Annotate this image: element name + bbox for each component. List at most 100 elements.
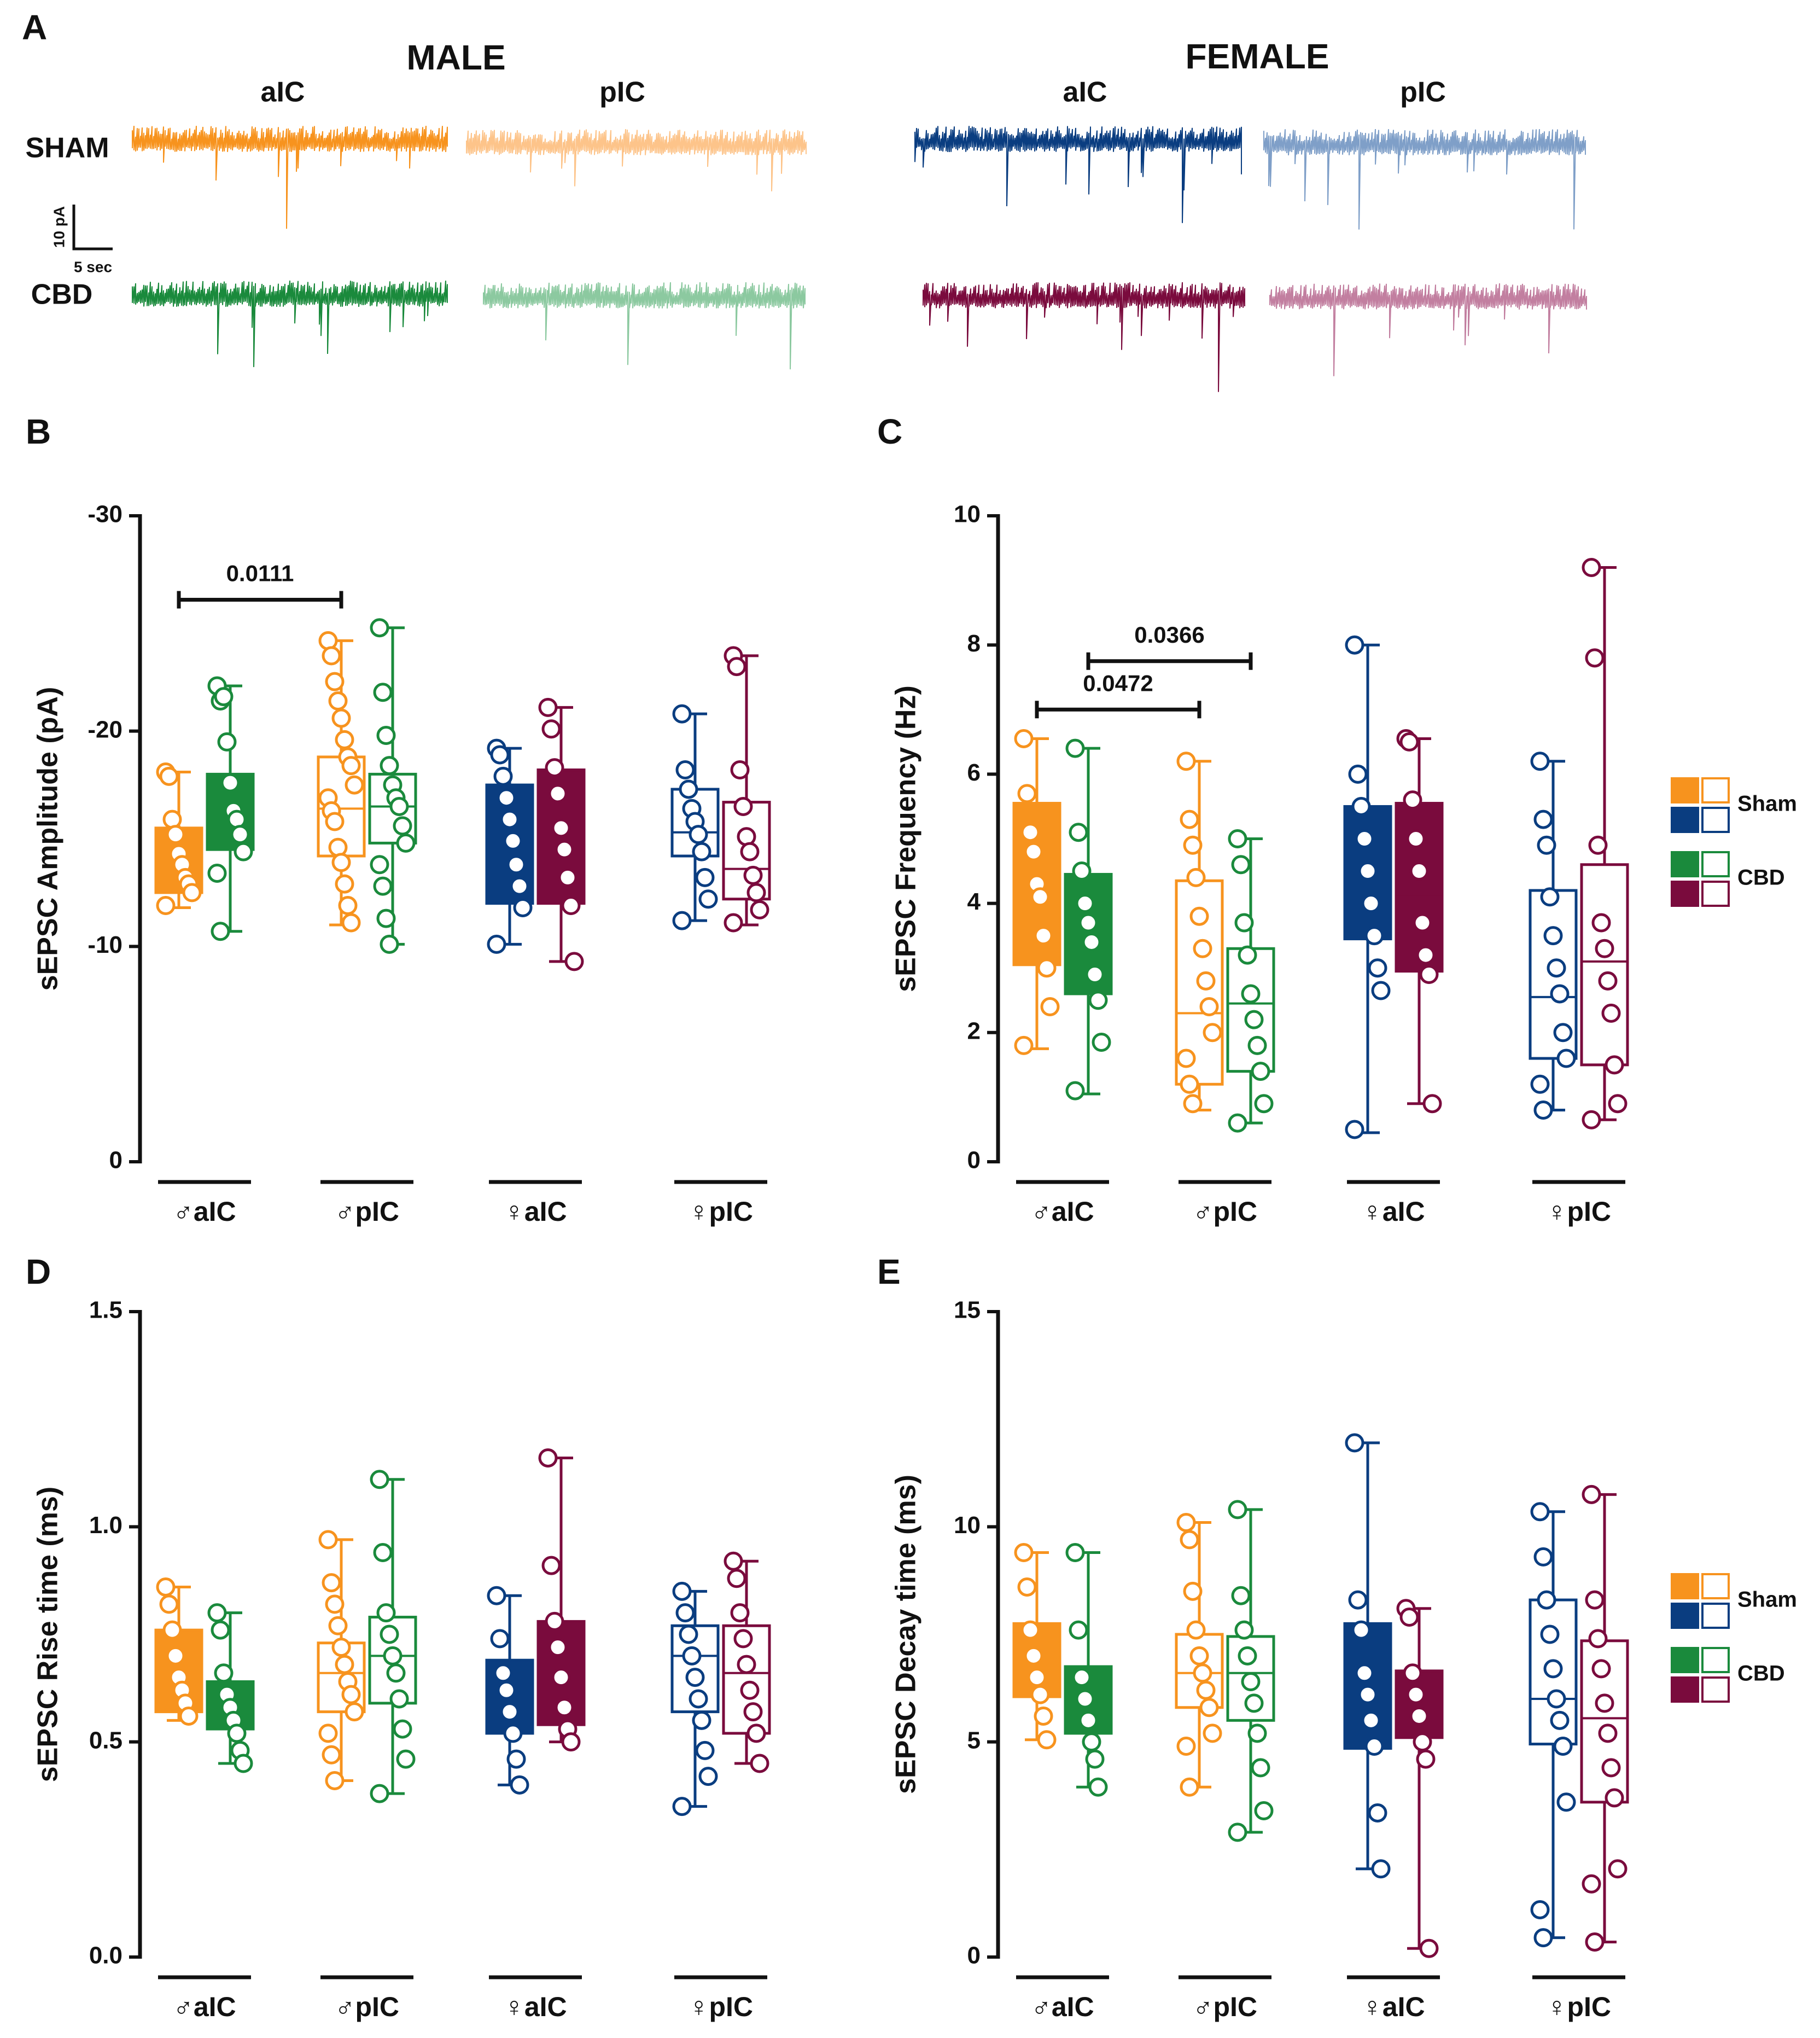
significance-label: 0.0366	[1134, 622, 1204, 648]
x-tick-label: ♂pIC	[335, 1992, 399, 2022]
x-tick-label: ♂aIC	[1031, 1196, 1094, 1227]
data-point	[1537, 1590, 1556, 1610]
data-point	[727, 1569, 746, 1588]
row-label: CBD	[31, 279, 93, 311]
legend-swatch	[1671, 1573, 1699, 1599]
data-point	[1547, 958, 1566, 978]
y-tick-label: 0	[967, 1942, 981, 1969]
box	[1580, 863, 1629, 1067]
data-point	[1556, 1792, 1576, 1812]
data-point	[497, 1680, 516, 1700]
data-point	[325, 1771, 345, 1790]
data-point	[1034, 1706, 1053, 1726]
data-point	[1413, 1732, 1432, 1752]
data-point	[341, 1685, 361, 1704]
data-point	[1345, 1433, 1364, 1453]
data-point	[325, 1594, 345, 1614]
data-point	[1368, 958, 1387, 978]
data-point	[1231, 1586, 1251, 1605]
significance-bracket	[1035, 701, 1201, 719]
legend-swatch	[1671, 777, 1699, 803]
data-point	[1533, 1547, 1553, 1567]
data-point	[1254, 1801, 1274, 1821]
y-tick-label: -30	[88, 501, 122, 528]
data-point	[490, 745, 510, 765]
legend-swatch	[1701, 1603, 1730, 1629]
data-point	[1183, 1094, 1203, 1114]
data-point	[1550, 1710, 1570, 1730]
data-point	[1553, 1023, 1573, 1043]
region-label: pIC	[599, 77, 645, 108]
data-point	[220, 773, 240, 793]
data-point	[1238, 1646, 1257, 1666]
legend-label: CBD	[1737, 1662, 1785, 1686]
data-point	[561, 896, 581, 916]
data-point	[1355, 829, 1374, 848]
data-point	[1608, 1094, 1628, 1114]
data-point	[1065, 1543, 1085, 1563]
data-point	[234, 1754, 253, 1773]
data-point	[1193, 939, 1212, 958]
data-point	[1069, 823, 1088, 842]
data-point	[1040, 997, 1060, 1017]
trace	[466, 129, 807, 191]
data-point	[1082, 932, 1101, 952]
data-point	[217, 732, 237, 752]
x-tick-label: ♀aIC	[1362, 1992, 1425, 2022]
data-point	[1533, 1100, 1553, 1120]
x-tick-label: ♀pIC	[1547, 1196, 1611, 1227]
data-point	[1247, 1723, 1267, 1743]
data-point	[376, 909, 396, 928]
data-point	[1176, 1737, 1196, 1756]
data-point	[545, 1611, 564, 1631]
data-point	[1351, 796, 1371, 816]
data-point	[1585, 648, 1605, 668]
data-point	[179, 1706, 199, 1726]
data-point	[724, 913, 743, 933]
region-label: pIC	[1400, 77, 1446, 108]
data-point	[737, 1655, 756, 1674]
box	[1395, 1669, 1444, 1739]
data-point	[1416, 1749, 1436, 1769]
y-axis-label: sEPSC Frequency (Hz)	[890, 685, 922, 992]
data-point	[1251, 1062, 1270, 1081]
x-tick-label: ♂aIC	[173, 1992, 236, 2022]
data-point	[1419, 1938, 1439, 1958]
data-point	[1543, 926, 1563, 946]
data-point	[156, 1577, 176, 1597]
data-point	[380, 756, 399, 776]
y-tick-label: 0	[109, 1147, 122, 1174]
x-tick-label: ♂aIC	[173, 1196, 236, 1227]
data-point	[740, 842, 760, 861]
x-tick-label: ♀pIC	[689, 1992, 753, 2022]
data-point	[743, 1702, 763, 1722]
data-point	[1176, 752, 1196, 771]
panel-label: E	[877, 1252, 901, 1291]
data-point	[162, 810, 182, 829]
data-point	[1595, 939, 1614, 958]
data-point	[376, 1603, 396, 1623]
data-point	[162, 1620, 182, 1640]
x-tick-label: ♂pIC	[1193, 1992, 1257, 2022]
data-point	[1065, 738, 1085, 758]
scale-bar	[72, 205, 113, 251]
scale-label: 10 pA	[50, 206, 67, 248]
legend-swatch	[1671, 1676, 1699, 1703]
data-point	[1199, 1698, 1219, 1717]
data-point	[1406, 1685, 1426, 1704]
data-point	[538, 697, 558, 717]
data-point	[1180, 810, 1199, 829]
data-point	[1092, 1033, 1111, 1052]
data-point	[503, 1723, 523, 1743]
data-point	[1547, 1689, 1566, 1709]
data-point	[325, 812, 345, 831]
data-point	[370, 618, 389, 638]
data-point	[1605, 1788, 1624, 1808]
legend-swatch	[1701, 1573, 1730, 1599]
data-point	[1582, 1110, 1601, 1129]
significance-bracket	[1086, 652, 1253, 670]
data-point	[1422, 1094, 1442, 1114]
data-point	[733, 796, 753, 816]
legend-label: Sham	[1737, 1588, 1797, 1612]
data-point	[396, 1749, 416, 1769]
